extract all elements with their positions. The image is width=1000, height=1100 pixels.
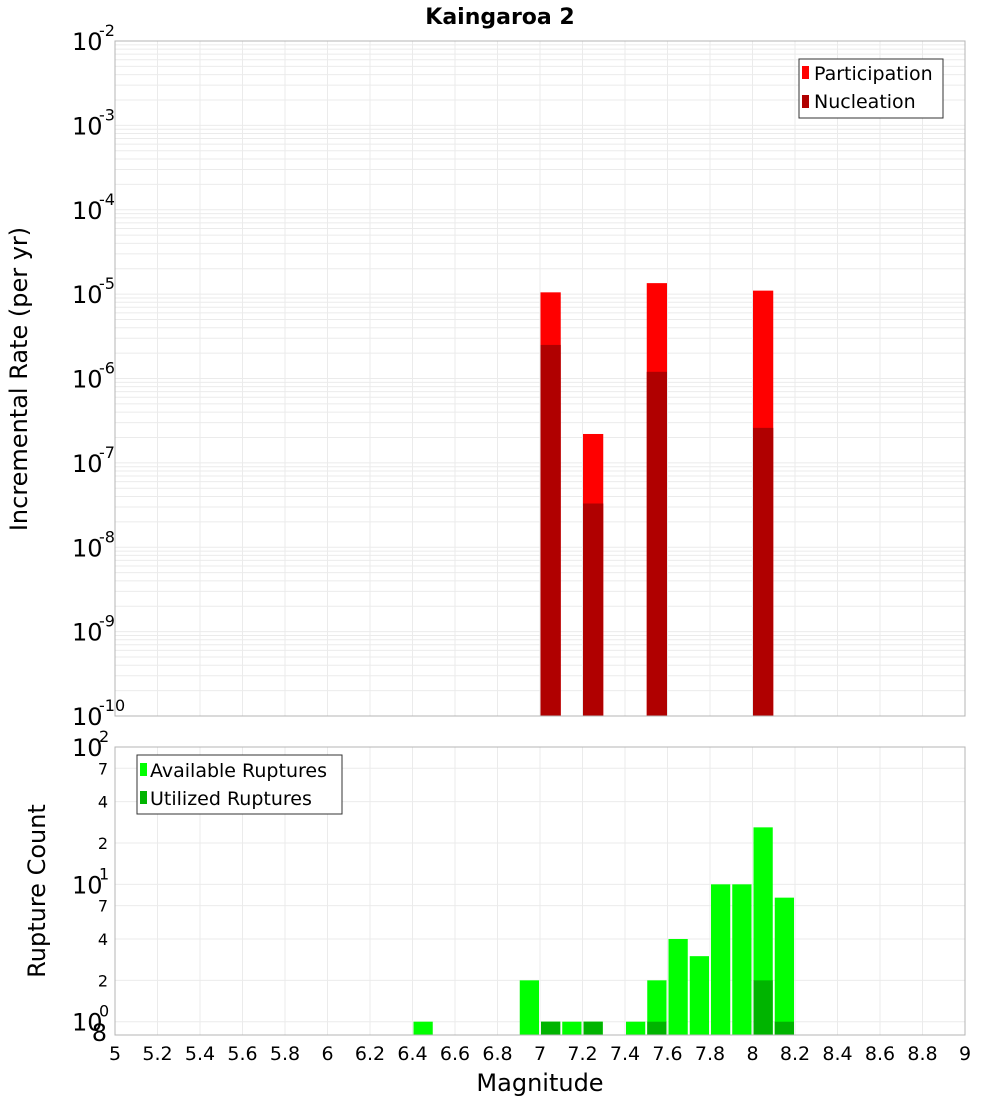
rate-bars: [540, 283, 774, 716]
rate-y-tick-exponent: -7: [99, 443, 115, 462]
x-axis-label: Magnitude: [476, 1069, 603, 1097]
legend-swatch-utilized: [140, 791, 147, 804]
rate-y-tick-exponent: -8: [99, 527, 115, 546]
rate-plot-frame: [114, 40, 966, 717]
rate-y-axis-label: Incremental Rate (per yr): [5, 227, 33, 531]
magnitude-x-tick-label: 5: [109, 1043, 121, 1065]
magnitude-x-tick-label: 6: [321, 1043, 333, 1065]
count-y-tick-exponent: 1: [99, 864, 109, 883]
magnitude-x-tick-label: 8: [746, 1043, 758, 1065]
rate-legend: Participation Nucleation: [798, 58, 944, 119]
magnitude-x-tick-label: 7: [534, 1043, 546, 1065]
magnitude-x-tick-label: 5.8: [270, 1043, 300, 1065]
count-legend: Available Ruptures Utilized Ruptures: [136, 754, 343, 815]
available-ruptures-bar: [647, 980, 667, 1035]
count-y-tick-exponent: 0: [99, 1002, 109, 1021]
nucleation-bar: [583, 503, 604, 716]
legend-label-available: Available Ruptures: [150, 760, 327, 782]
magnitude-x-tick-label: 8.4: [822, 1043, 852, 1065]
legend-label-nucleation: Nucleation: [814, 91, 916, 113]
count-legend-box: [136, 754, 343, 815]
rate-y-tick-base: 10: [72, 112, 103, 140]
count-y-tick-base: 10: [72, 734, 103, 762]
magnitude-x-tick-label: 5.4: [185, 1043, 215, 1065]
available-ruptures-bar: [774, 897, 794, 1035]
magnitude-x-tick-label: 6.6: [440, 1043, 470, 1065]
rate-y-ticks: 10-210-310-410-510-610-710-810-910-10: [72, 21, 125, 731]
rate-y-tick-base: 10: [72, 619, 103, 647]
rate-y-tick-base: 10: [72, 366, 103, 394]
magnitude-x-tick-label: 8.6: [865, 1043, 895, 1065]
rate-y-tick-base: 10: [72, 281, 103, 309]
rate-y-tick-exponent: -6: [99, 359, 115, 378]
available-ruptures-bar: [689, 956, 709, 1035]
magnitude-x-tick-label: 7.6: [652, 1043, 682, 1065]
available-ruptures-bar: [732, 884, 752, 1035]
available-ruptures-bar: [562, 1021, 582, 1035]
available-ruptures-bar: [519, 980, 539, 1035]
utilized-ruptures-bar: [583, 1021, 603, 1035]
available-ruptures-bar: [711, 884, 731, 1035]
magnitude-x-tick-label: 7.8: [695, 1043, 725, 1065]
magnitude-x-tick-label: 8.2: [780, 1043, 810, 1065]
rate-y-tick-base: 10: [72, 197, 103, 225]
available-ruptures-bar: [413, 1021, 433, 1035]
rate-y-tick-exponent: -5: [99, 274, 115, 293]
utilized-ruptures-bar: [647, 1021, 667, 1035]
chart-title: Kaingaroa 2: [425, 5, 574, 30]
rate-y-tick-base: 10: [72, 450, 103, 478]
count-y-minor-tick: 4: [98, 793, 108, 812]
count-y-axis-label: Rupture Count: [23, 804, 51, 978]
legend-label-participation: Participation: [814, 63, 933, 85]
count-y-minor-tick: 8: [92, 1019, 107, 1047]
rate-y-tick-exponent: -10: [99, 696, 125, 715]
magnitude-x-tick-label: 6.4: [397, 1043, 427, 1065]
nucleation-bar: [540, 344, 561, 716]
rate-y-tick-exponent: -9: [99, 612, 115, 631]
utilized-ruptures-bar: [541, 1021, 561, 1035]
legend-swatch-participation: [802, 66, 809, 79]
legend-label-utilized: Utilized Ruptures: [150, 788, 312, 810]
rate-y-tick-exponent: -2: [99, 21, 115, 40]
rate-legend-box: [798, 58, 944, 119]
magnitude-x-tick-label: 7.4: [610, 1043, 640, 1065]
count-y-tick-base: 10: [72, 871, 103, 899]
rate-y-tick-base: 10: [72, 703, 103, 731]
magnitude-x-ticks: 5 5.2 5.4 5.6 5.8 6 6.2 6.4 6.6 6.8 7 7.2 7.4 7.6 7.8 8…: [109, 1043, 971, 1065]
rate-y-tick-exponent: -4: [99, 190, 115, 209]
count-y-minor-tick: 4: [98, 930, 108, 949]
count-bars: [413, 827, 794, 1035]
rate-plot-grid: [115, 41, 966, 717]
legend-swatch-nucleation: [802, 95, 809, 108]
rate-y-tick-exponent: -3: [99, 105, 115, 124]
count-y-minor-tick: 7: [98, 897, 108, 916]
nucleation-bar: [753, 427, 774, 716]
rate-y-tick-base: 10: [72, 534, 103, 562]
magnitude-x-tick-label: 6.8: [482, 1043, 512, 1065]
magnitude-x-tick-label: 9: [959, 1043, 971, 1065]
available-ruptures-bar: [626, 1021, 646, 1035]
legend-swatch-available: [140, 763, 147, 776]
utilized-ruptures-bar: [753, 980, 773, 1035]
magnitude-x-tick-label: 7.2: [567, 1043, 597, 1065]
count-plot-frame: [114, 746, 966, 1036]
available-ruptures-bar: [668, 939, 688, 1035]
rate-y-tick-base: 10: [72, 28, 103, 56]
count-y-minor-tick: 7: [98, 759, 108, 778]
magnitude-x-tick-label: 5.2: [142, 1043, 172, 1065]
count-y-tick-base: 10: [72, 1009, 103, 1037]
utilized-ruptures-bar: [774, 1021, 794, 1035]
magnitude-x-tick-label: 5.6: [227, 1043, 257, 1065]
count-y-tick-exponent: 2: [99, 727, 109, 746]
count-y-minor-tick: 2: [98, 834, 108, 853]
rate-plot: 10-210-310-410-510-610-710-810-910-10 In…: [5, 21, 966, 731]
magnitude-x-tick-label: 8.8: [907, 1043, 937, 1065]
nucleation-bar: [646, 371, 667, 716]
magnitude-x-tick-label: 6.2: [355, 1043, 385, 1065]
count-y-minor-tick: 2: [98, 971, 108, 990]
